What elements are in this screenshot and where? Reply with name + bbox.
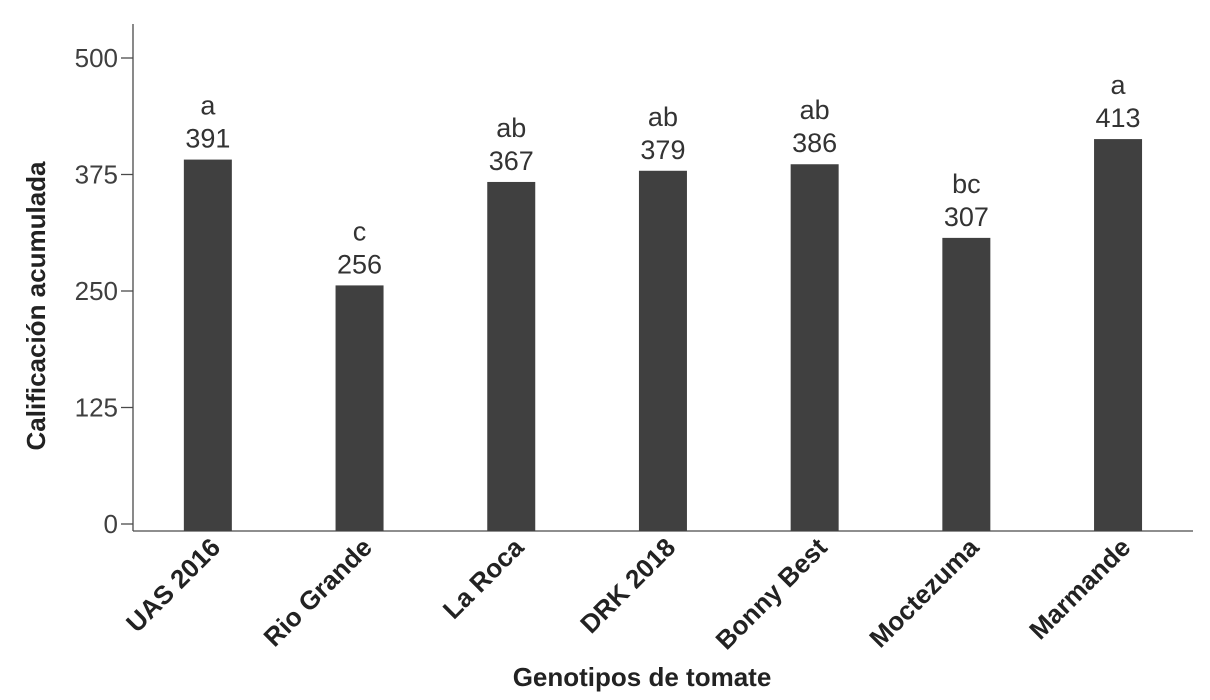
x-tick-label: DRK 2018 <box>574 532 681 639</box>
bar <box>335 285 384 531</box>
significance-letter: a <box>200 91 216 121</box>
bars <box>183 139 1143 532</box>
x-axis: UAS 2016 Rio Grande La Roca DRK 2018 Bonny B… <box>120 530 1193 656</box>
y-tick-label: 0 <box>104 509 118 539</box>
x-tick-label: La Roca <box>437 532 530 625</box>
x-tick-label: Bonny Best <box>710 532 834 656</box>
bar-value-label: 367 <box>489 146 534 176</box>
y-axis-title: Calificación acumulada <box>21 161 51 451</box>
bar <box>790 164 839 532</box>
bar <box>183 159 232 531</box>
significance-letter: bc <box>952 169 981 199</box>
bar-value-label: 391 <box>185 124 230 154</box>
bar-value-label: 379 <box>640 135 685 165</box>
x-axis-title: Genotipos de tomate <box>513 662 772 692</box>
y-tick-label: 500 <box>75 43 118 73</box>
bar-value-label: 307 <box>944 202 989 232</box>
significance-letter: a <box>1111 70 1127 100</box>
x-tick-label: Marmande <box>1023 532 1136 645</box>
bar <box>942 237 991 531</box>
x-tick-label: Moctezuma <box>863 532 985 654</box>
x-tick-label: UAS 2016 <box>120 532 226 638</box>
bar <box>1094 139 1143 532</box>
bar <box>487 181 536 531</box>
significance-letter: c <box>353 216 367 246</box>
y-axis: 0 125 250 375 500 <box>75 24 134 539</box>
y-tick-label: 250 <box>75 276 118 306</box>
bar-value-label: 413 <box>1096 103 1141 133</box>
significance-letter: ab <box>648 102 678 132</box>
x-tick-label: Rio Grande <box>257 532 377 652</box>
bar-value-label: 386 <box>792 128 837 158</box>
y-tick-label: 125 <box>75 393 118 423</box>
y-tick-label: 375 <box>75 160 118 190</box>
bar-value-label: 256 <box>337 249 382 279</box>
significance-letter: ab <box>496 113 526 143</box>
significance-letter: ab <box>800 95 830 125</box>
bar <box>638 170 687 531</box>
